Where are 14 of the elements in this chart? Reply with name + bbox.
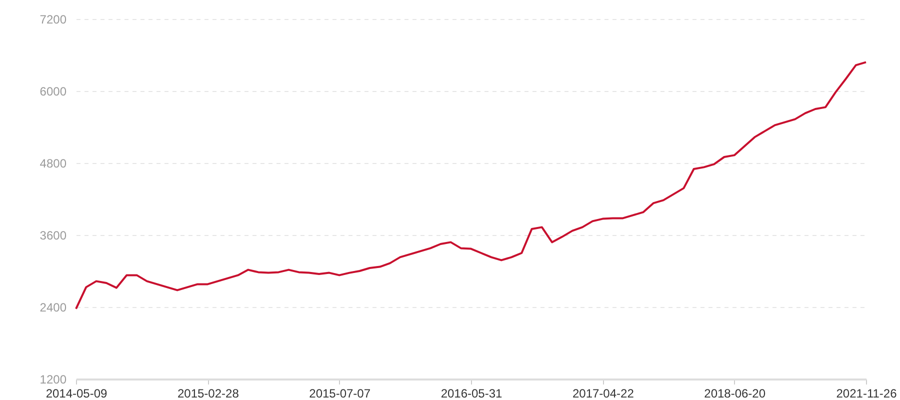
x-tick-label: 2014-05-09 [46, 386, 108, 400]
y-tick-label: 6000 [40, 84, 67, 98]
x-tick-label: 2021-11-26 [836, 386, 898, 400]
line-series [75, 61, 867, 310]
y-tick-label: 7200 [40, 12, 67, 26]
x-tick-label: 2016-05-31 [440, 386, 503, 400]
x-tick-label: 2018-06-20 [704, 386, 766, 400]
y-tick-label: 2400 [40, 300, 67, 314]
y-tick-label: 1200 [40, 372, 67, 386]
x-tick-label: 2017-04-22 [572, 386, 634, 400]
y-tick-label: 3600 [40, 228, 67, 242]
y-tick-label: 4800 [40, 156, 67, 170]
x-tick-label: 2015-07-07 [309, 386, 371, 400]
x-tick-label: 2015-02-28 [177, 386, 240, 400]
